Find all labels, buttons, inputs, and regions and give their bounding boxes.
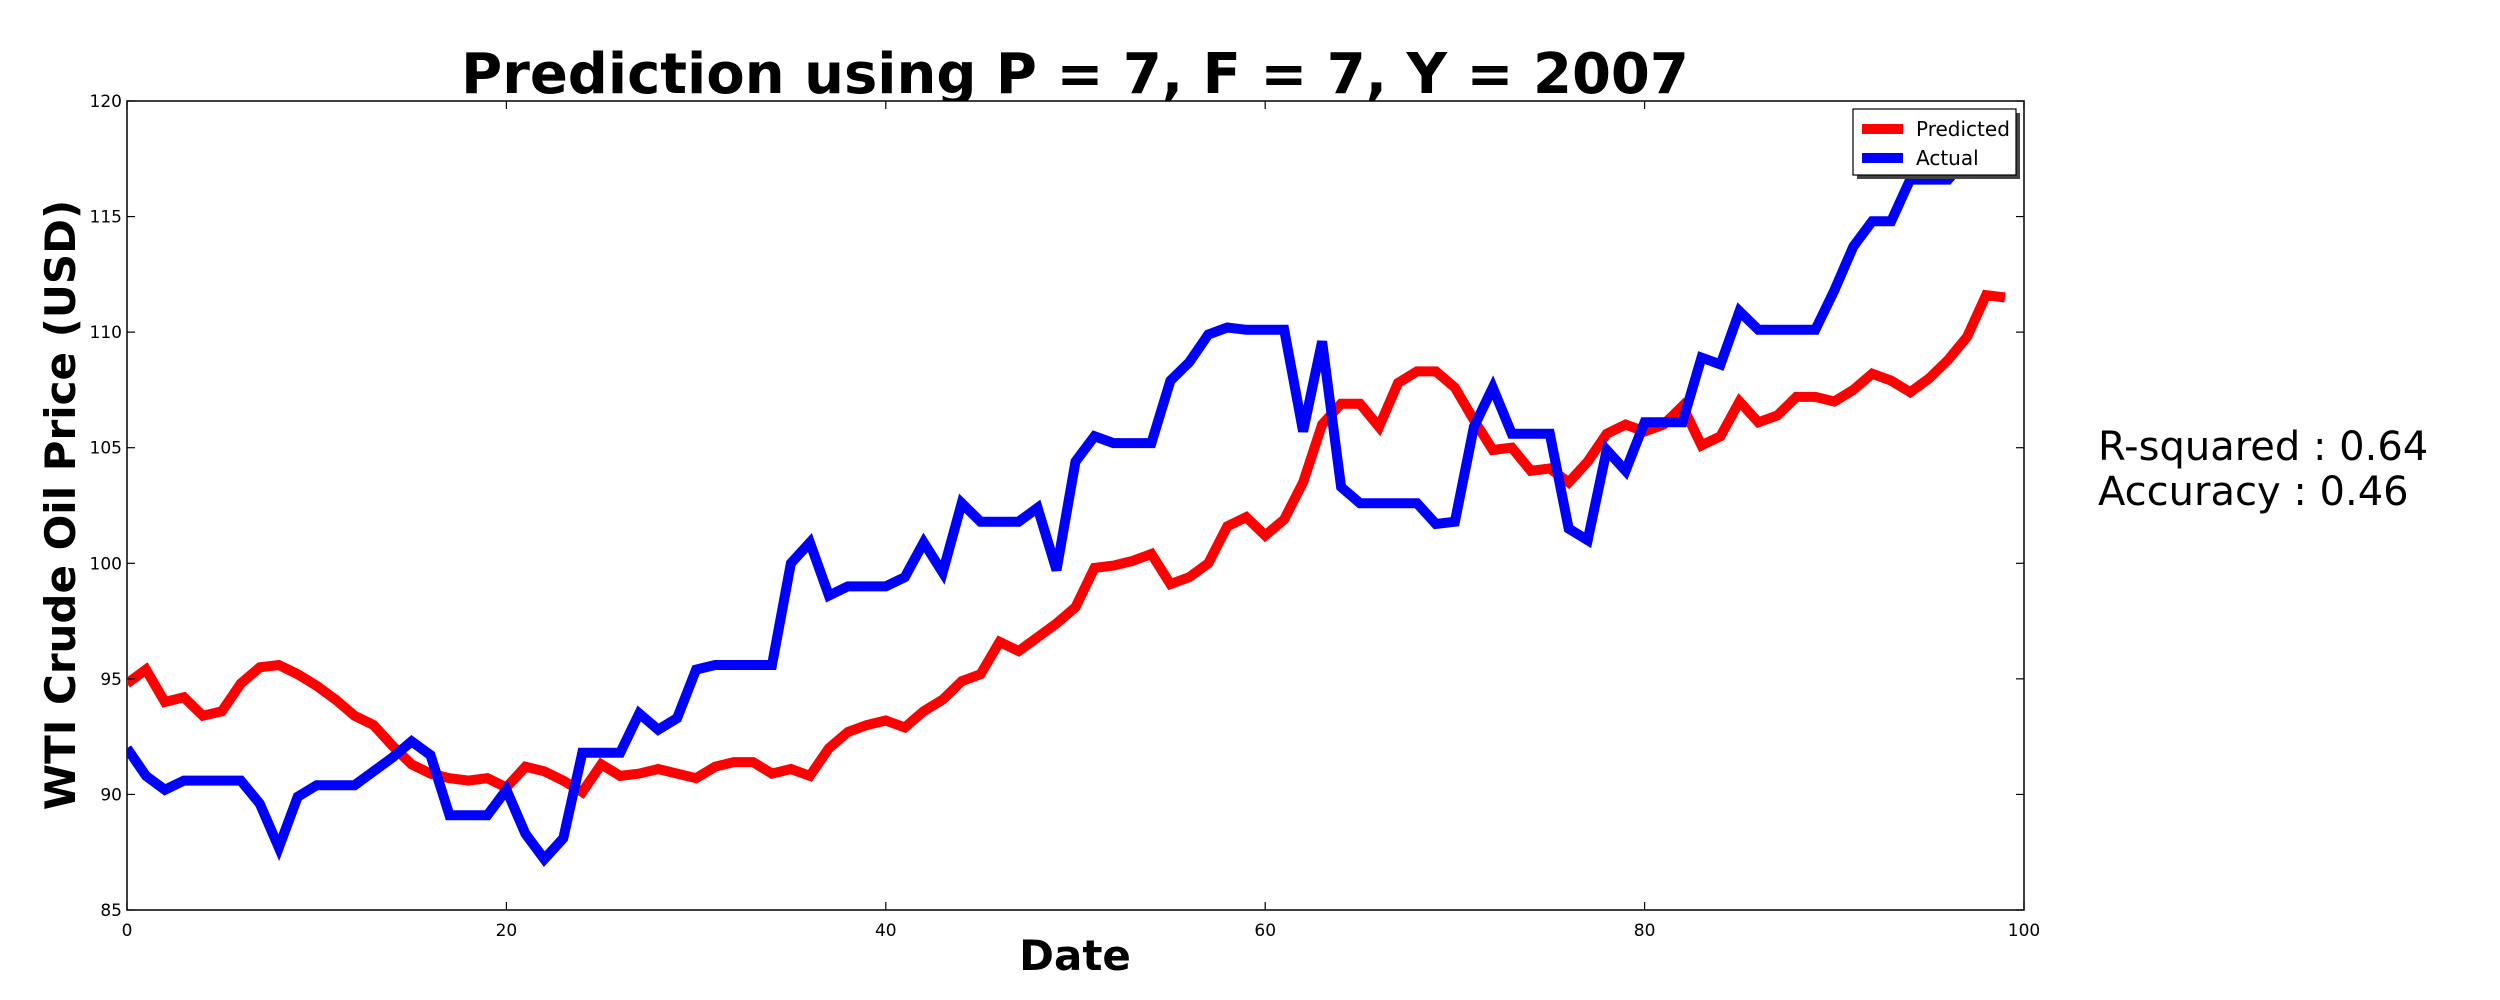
chart-title: Prediction using P = 7, F = 7, Y = 2007 [461, 42, 1689, 107]
y-tick-label: 120 [90, 92, 122, 112]
y-tick-label: 90 [100, 785, 122, 805]
x-tick-label: 80 [1634, 921, 1656, 941]
y-tick-label: 115 [90, 208, 122, 228]
y-tick-label: 110 [90, 323, 122, 343]
x-axis-ticks: 0 20 40 60 80 100 [122, 101, 2040, 941]
y-tick-label: 100 [90, 554, 122, 574]
legend-label-actual: Actual [1916, 146, 1979, 170]
y-tick-label: 85 [100, 901, 122, 921]
legend-label-predicted: Predicted [1916, 117, 2010, 141]
accuracy-annotation: Accuracy : 0.46 [2098, 469, 2409, 515]
legend: Predicted Actual [1852, 108, 2020, 179]
x-tick-label: 60 [1254, 921, 1276, 941]
x-axis-label: Date [1019, 931, 1131, 980]
x-tick-label: 40 [875, 921, 897, 941]
x-tick-label: 0 [122, 921, 133, 941]
y-axis-label: WTI Crude Oil Price (USD) [36, 200, 85, 810]
y-axis-ticks: 85 90 95 100 105 110 115 120 [90, 92, 2024, 921]
series-line-actual [127, 155, 1971, 867]
y-tick-label: 95 [100, 670, 122, 690]
legend-box [1852, 108, 2017, 176]
x-tick-label: 100 [2008, 921, 2040, 941]
y-tick-label: 105 [90, 439, 122, 459]
series-layer [127, 155, 2006, 867]
r-squared-annotation: R-squared : 0.64 [2098, 424, 2428, 470]
plot-area [126, 100, 2025, 911]
x-tick-label: 20 [496, 921, 518, 941]
